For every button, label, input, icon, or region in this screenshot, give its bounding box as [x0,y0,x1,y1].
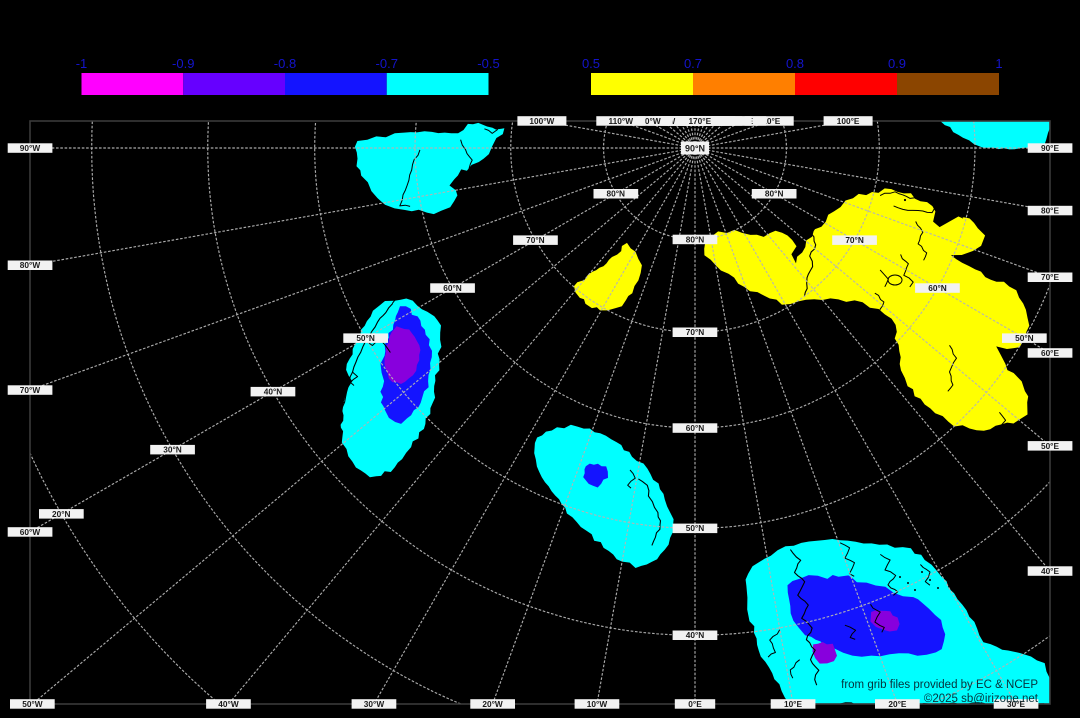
svg-text:70°E: 70°E [1041,272,1060,282]
svg-text:20°E: 20°E [888,699,907,709]
svg-text:0.9: 0.9 [888,56,906,71]
svg-text:30°N: 30°N [163,445,182,455]
svg-text:50°W: 50°W [22,699,43,709]
svg-text:10°W: 10°W [587,699,608,709]
svg-text:©2025 sb@irizone.net: ©2025 sb@irizone.net [924,693,1039,705]
svg-text:80°N: 80°N [765,189,784,199]
svg-text:100°W: 100°W [529,116,554,126]
svg-text:70°N: 70°N [526,235,545,245]
svg-text:20°N: 20°N [52,509,71,519]
svg-text:80°E: 80°E [1041,206,1060,216]
svg-text:60°E: 60°E [1041,348,1060,358]
svg-text:60°N: 60°N [686,423,705,433]
svg-text:90°N: 90°N [685,143,705,153]
svg-text:0.5: 0.5 [582,56,600,71]
svg-text:70°N: 70°N [686,327,705,337]
svg-text:40°E: 40°E [1041,566,1060,576]
svg-text:170°E: 170°E [688,116,711,126]
svg-text:40°W: 40°W [218,699,239,709]
svg-text:0.7: 0.7 [684,56,702,71]
svg-text:40°N: 40°N [264,387,283,397]
svg-text:90°W: 90°W [20,143,41,153]
svg-text:0.8: 0.8 [786,56,804,71]
svg-text:110°W: 110°W [609,116,634,126]
svg-text:0°E: 0°E [688,699,702,709]
svg-text:-1: -1 [76,56,88,71]
svg-text:-0.7: -0.7 [376,56,398,71]
svg-text:20°W: 20°W [482,699,503,709]
svg-text:30°W: 30°W [364,699,385,709]
svg-text:70°N: 70°N [845,235,864,245]
svg-text:-0.9: -0.9 [172,56,194,71]
svg-text:100°E: 100°E [837,116,860,126]
svg-text:1: 1 [995,56,1002,71]
svg-text:-0.8: -0.8 [274,56,296,71]
svg-text:60°N: 60°N [443,283,462,293]
svg-text:50°N: 50°N [356,333,375,343]
svg-text:80°W: 80°W [20,260,41,270]
svg-text:60°W: 60°W [20,527,41,537]
svg-text:80°N: 80°N [607,189,626,199]
svg-text:80°N: 80°N [686,234,705,244]
svg-text:from grib files provided by EC: from grib files provided by EC & NCEP [841,679,1038,691]
svg-text:50°N: 50°N [1015,333,1034,343]
svg-text:60°N: 60°N [928,283,947,293]
svg-text:90°E: 90°E [1041,143,1060,153]
svg-text:40°N: 40°N [686,630,705,640]
svg-text:-0.5: -0.5 [477,56,499,71]
svg-text:70°W: 70°W [20,385,41,395]
svg-text:50°E: 50°E [1041,441,1060,451]
svg-text:50°N: 50°N [686,523,705,533]
svg-text:10°E: 10°E [784,699,803,709]
